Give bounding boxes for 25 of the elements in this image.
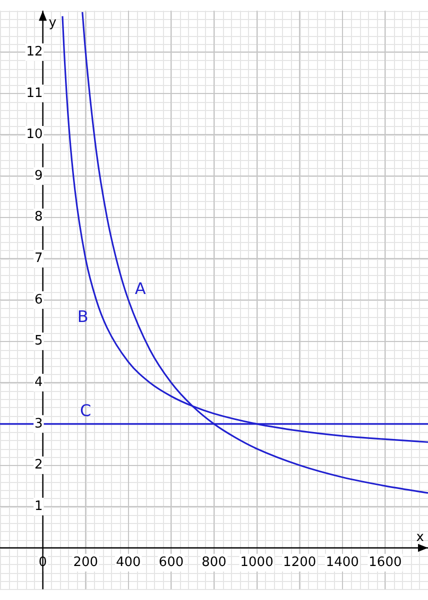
x-tick-label: 200 (73, 555, 98, 570)
x-tick-label: 1200 (283, 555, 316, 570)
series-label: B (77, 307, 88, 326)
x-tick-label: 400 (116, 555, 141, 570)
x-axis-title: x (416, 530, 424, 545)
y-tick-label: 10 (26, 127, 43, 142)
x-tick-label: 1000 (240, 555, 274, 570)
y-tick-label: 9 (34, 168, 43, 184)
y-tick-label: 4 (34, 375, 43, 390)
y-tick-label: 7 (34, 251, 43, 266)
x-tick-label: 600 (158, 555, 184, 570)
x-tick-label: 1600 (368, 555, 402, 570)
x-tick-label: 800 (202, 555, 226, 570)
y-tick-label: 8 (34, 210, 43, 225)
y-tick-label: 6 (34, 292, 43, 308)
y-tick-label: 5 (34, 334, 43, 349)
y-tick-label: 3 (34, 416, 43, 432)
y-tick-label: 1 (34, 498, 43, 514)
x-tick-label: 1400 (326, 555, 359, 570)
series-label: A (134, 279, 146, 298)
y-axis-title: y (48, 16, 57, 31)
y-tick-label: 12 (26, 44, 43, 60)
ref-line-label: C (80, 401, 92, 420)
y-tick-label: 2 (34, 458, 43, 473)
y-tick-label: 11 (26, 86, 43, 101)
